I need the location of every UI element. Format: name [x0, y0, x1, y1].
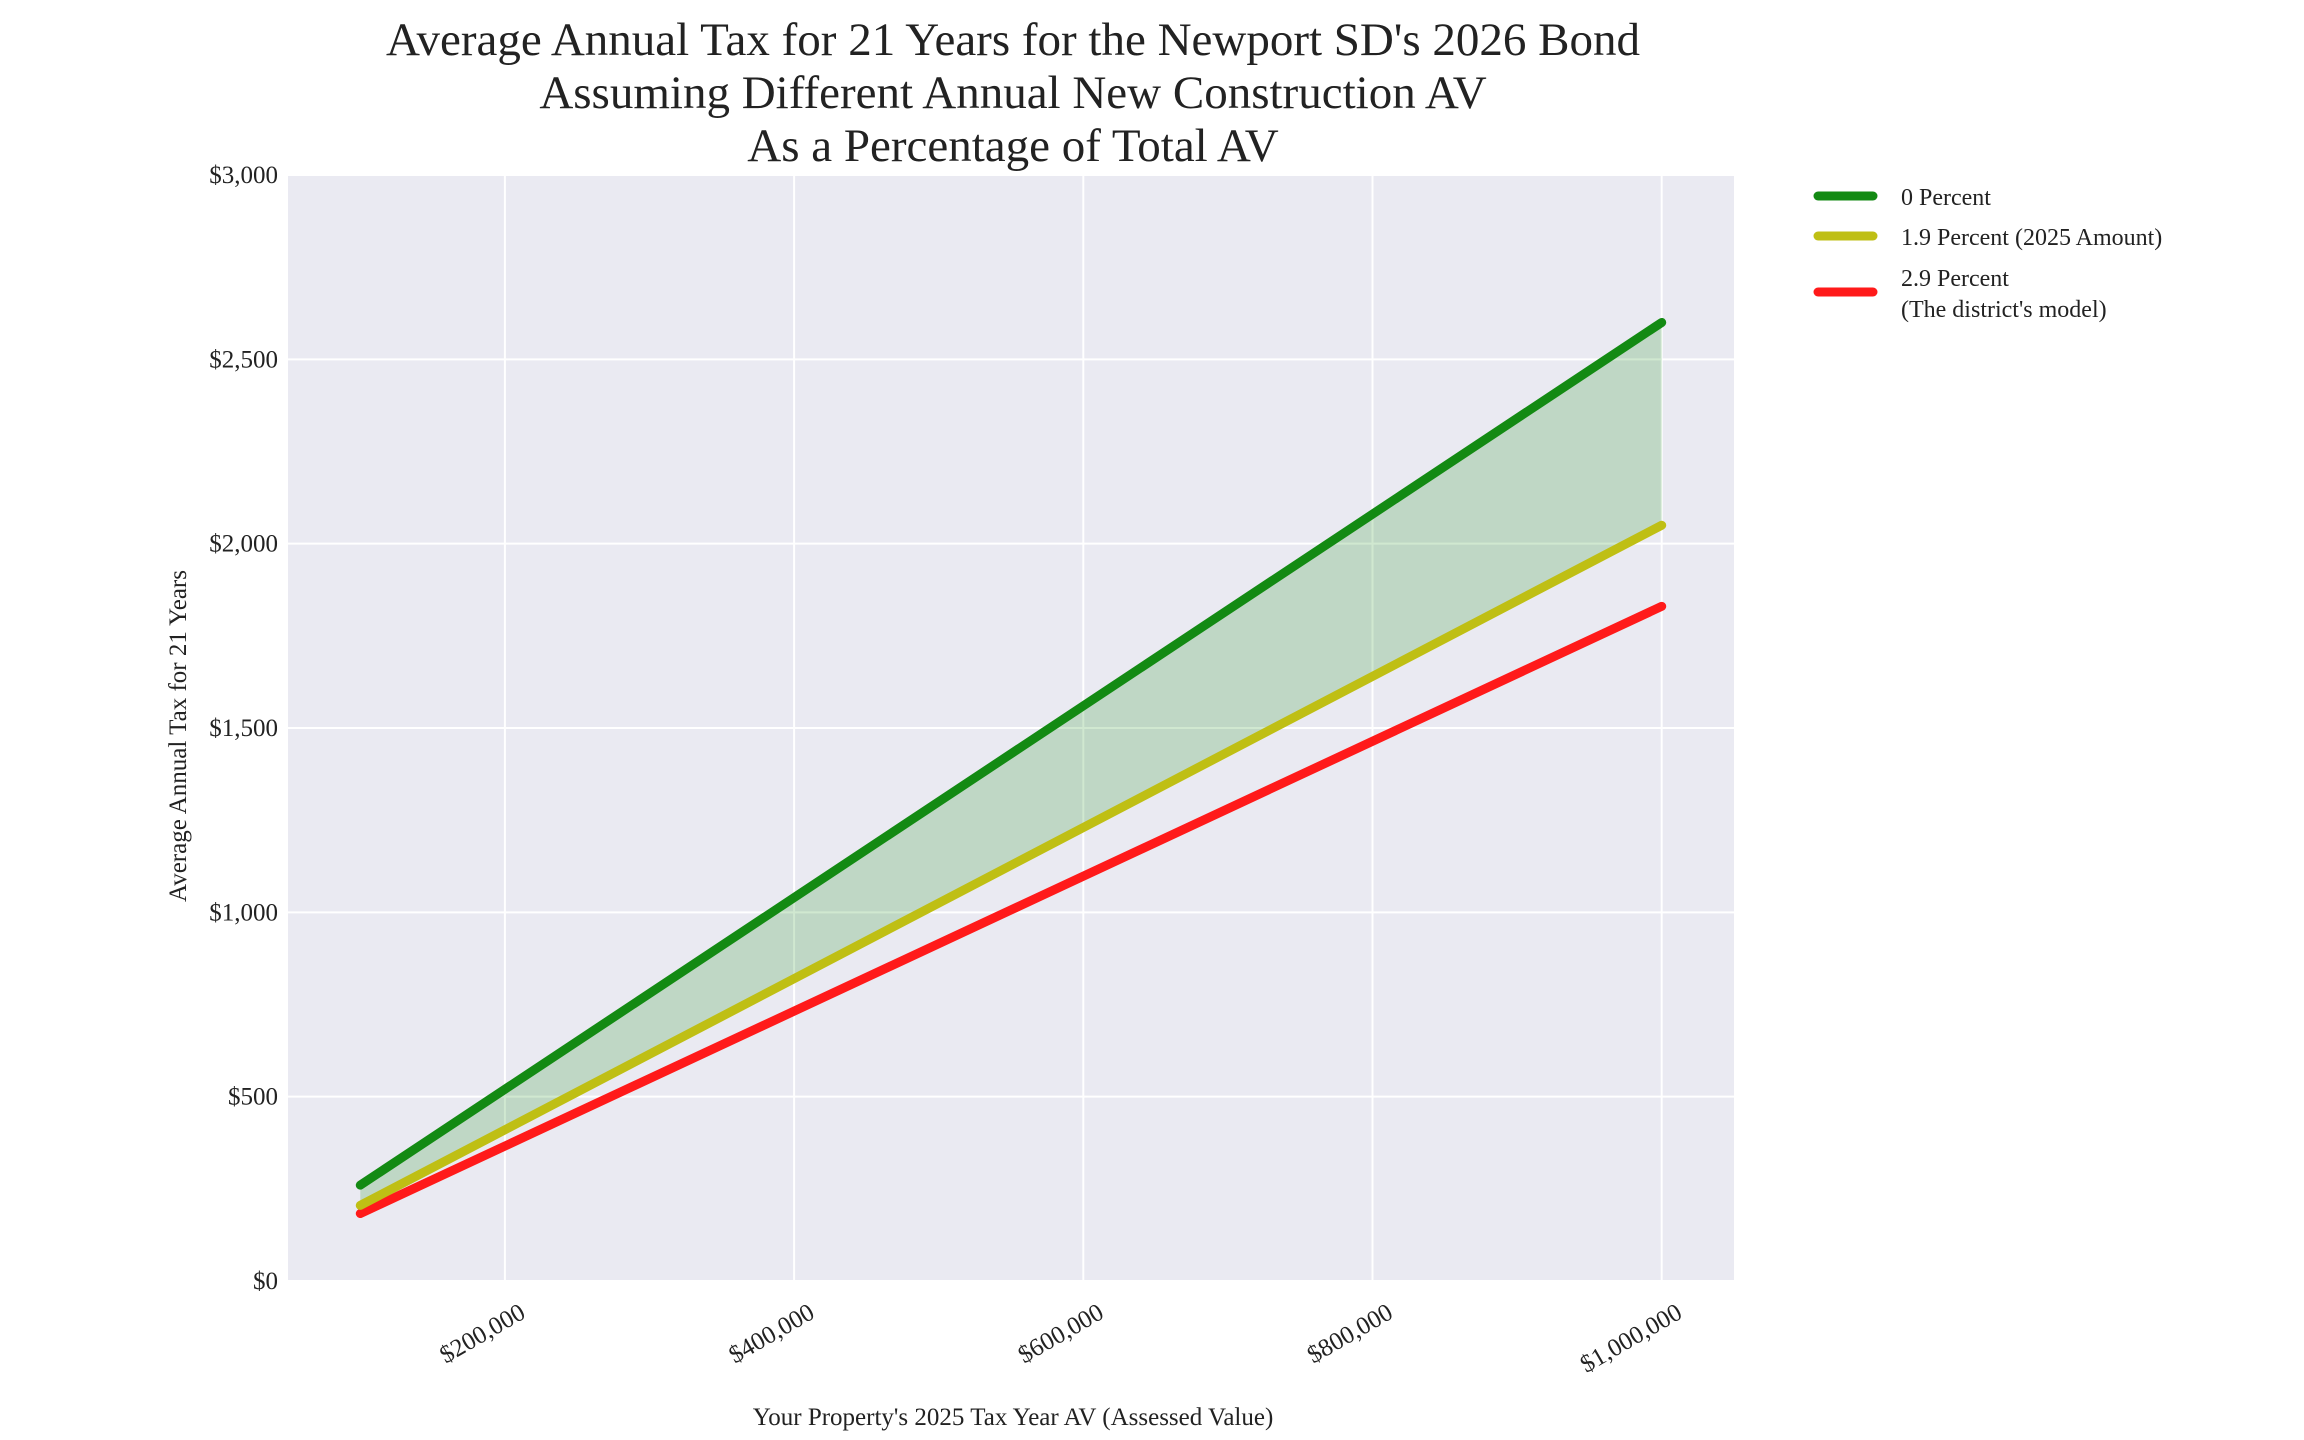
series-line-1 — [355, 520, 1667, 1210]
x-tick-label: $200,000 — [435, 1299, 530, 1369]
x-axis-ticks: $200,000 $400,000 $600,000 $800,000 $1,000,0… — [435, 1299, 1686, 1379]
y-tick-label: $0 — [253, 1268, 278, 1295]
legend-label-0-percent: 0 Percent — [1901, 185, 1991, 211]
y-tick-label: $1,500 — [209, 715, 278, 742]
y-tick-label: $500 — [228, 1084, 278, 1111]
y-axis-ticks: $0 $500 $1,000 $1,500 $2,000 $2,500 $3,000 — [209, 162, 278, 1295]
x-tick-label: $400,000 — [724, 1299, 819, 1369]
y-tick-label: $1,000 — [209, 899, 278, 926]
series-lines — [355, 317, 1667, 1219]
y-tick-label: $2,000 — [209, 531, 278, 558]
title-line-1: Average Annual Tax for 21 Years for the … — [386, 14, 1640, 66]
x-tick-label: $600,000 — [1014, 1299, 1109, 1369]
y-tick-label: $2,500 — [209, 346, 278, 373]
y-tick-label: $3,000 — [209, 162, 278, 189]
x-tick-label: $1,000,000 — [1576, 1299, 1687, 1379]
series-line-0 — [355, 317, 1667, 1190]
x-axis-label: Your Property's 2025 Tax Year AV (Assess… — [753, 1404, 1274, 1431]
legend-label-2-9-percent-line-1: 2.9 Percent — [1901, 266, 2009, 292]
y-axis-label: Average Annual Tax for 21 Years — [165, 570, 192, 902]
title-line-3: As a Percentage of Total AV — [747, 120, 1278, 172]
series-line-2 — [355, 601, 1667, 1219]
x-tick-label: $800,000 — [1303, 1299, 1398, 1369]
legend-label-2-9-percent-line-2: (The district's model) — [1901, 297, 2107, 323]
legend-label-1-9-percent: 1.9 Percent (2025 Amount) — [1901, 225, 2162, 251]
legend: 0 Percent 1.9 Percent (2025 Amount) 2.9 … — [1813, 185, 2162, 323]
chart-title: Average Annual Tax for 21 Years for the … — [386, 14, 1640, 172]
title-line-2: Assuming Different Annual New Constructi… — [539, 67, 1486, 119]
